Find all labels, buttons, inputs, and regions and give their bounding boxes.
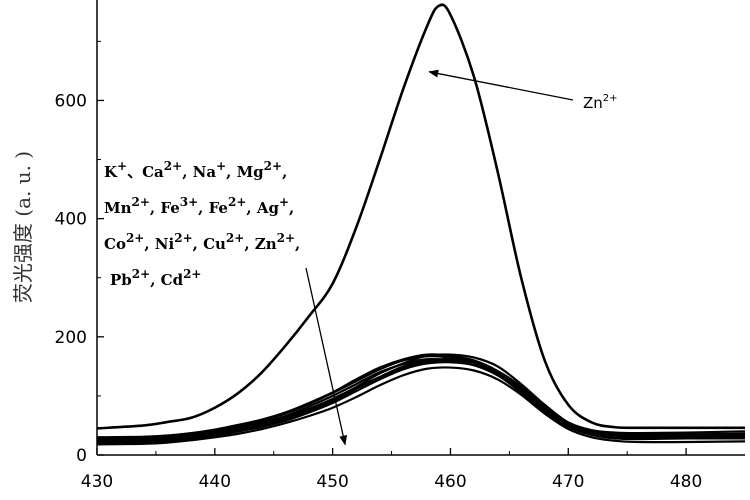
axes: 荧光强度 (a. u. ) xyxy=(11,0,745,456)
zn-annotation-label: Zn2+ xyxy=(583,93,618,112)
series-line-3 xyxy=(96,353,746,439)
annotations: Zn2+ K+、Ca2+, Na+, Mg2+, Mn2+, Fe3+, Fe2+,… xyxy=(104,69,618,446)
zn-annotation-arrow xyxy=(428,69,574,101)
ion-list-arrow xyxy=(305,267,348,446)
y-axis-label: 荧光强度 (a. u. ) xyxy=(11,151,35,303)
series-line-6 xyxy=(96,358,746,444)
series-group xyxy=(96,3,746,446)
x-tick-label: 470 xyxy=(552,472,584,492)
ion-list-line: Pb2+, Cd2+ xyxy=(110,267,201,289)
series-line-5 xyxy=(96,355,746,440)
x-tick-label: 460 xyxy=(434,472,466,492)
y-tick-label: 600 xyxy=(55,91,87,111)
ticks: 430 440 450 460 470 480 0 200 400 600 xyxy=(55,40,702,492)
series-line-zn xyxy=(96,3,745,430)
ion-list-line: Co2+, Ni2+, Cu2+, Zn2+, xyxy=(104,231,300,253)
series-line-2 xyxy=(96,361,746,445)
x-tick-label: 480 xyxy=(670,472,702,492)
ion-list-line: Mn2+, Fe3+, Fe2+, Ag+, xyxy=(104,195,294,217)
ion-list-line: K+、Ca2+, Na+, Mg2+, xyxy=(104,159,287,181)
y-tick-label: 0 xyxy=(76,446,87,466)
series-line-8 xyxy=(96,358,746,442)
y-tick-label: 400 xyxy=(55,210,87,230)
y-tick-label: 200 xyxy=(55,328,87,348)
x-tick-label: 440 xyxy=(199,472,231,492)
x-tick-label: 450 xyxy=(316,472,348,492)
x-tick-label: 430 xyxy=(81,472,113,492)
series-line-4 xyxy=(96,366,746,446)
